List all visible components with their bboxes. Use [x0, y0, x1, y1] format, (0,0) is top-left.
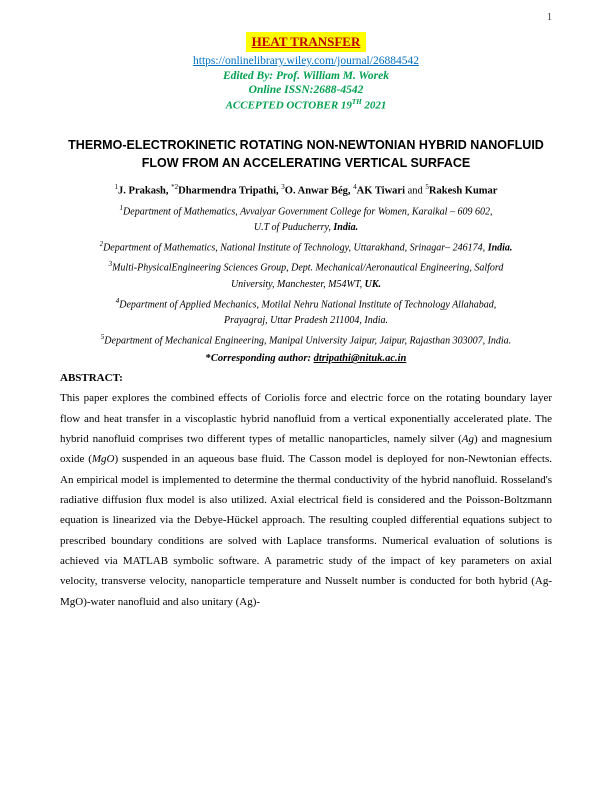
affil-text: Multi-PhysicalEngineering Sciences Group…: [112, 263, 503, 274]
accepted-prefix: ACCEPTED OCTOBER 19: [226, 100, 352, 112]
title-line-1: THERMO-ELECTROKINETIC ROTATING NON-NEWTO…: [68, 138, 544, 152]
corresponding-label: Corresponding author:: [211, 353, 314, 364]
journal-header: HEAT TRANSFER https://onlinelibrary.wile…: [60, 32, 552, 112]
accepted-sup: TH: [352, 98, 362, 106]
author-5: Rakesh Kumar: [429, 186, 498, 197]
issn-line: Online ISSN:2688-4542: [60, 84, 552, 96]
editor-line: Edited By: Prof. William M. Worek: [60, 70, 552, 82]
abstract-italic-mgo: MgO: [92, 453, 115, 465]
affil-text: Prayagraj, Uttar Pradesh 211004, India.: [224, 315, 388, 326]
author-4: AK Tiwari: [357, 186, 405, 197]
corresponding-email[interactable]: dtripathi@nituk.ac.in: [314, 353, 407, 364]
affil-text: Department of Mathematics, National Inst…: [103, 242, 488, 253]
affil-text: Department of Mathematics, Avvaiyar Gove…: [123, 206, 492, 217]
paper-title: THERMO-ELECTROKINETIC ROTATING NON-NEWTO…: [60, 136, 552, 174]
affil-text: Department of Mechanical Engineering, Ma…: [104, 335, 511, 346]
affiliation-5: 5Department of Mechanical Engineering, M…: [60, 332, 552, 349]
accepted-suffix: 2021: [362, 100, 387, 112]
abstract-text: ) suspended in an aqueous base fluid. Th…: [60, 453, 552, 607]
corresponding-author: *Corresponding author: dtripathi@nituk.a…: [60, 353, 552, 364]
author-1: J. Prakash,: [118, 186, 171, 197]
affil-country: India.: [333, 222, 358, 233]
and-separator: and: [405, 186, 425, 197]
affiliation-3: 3Multi-PhysicalEngineering Sciences Grou…: [60, 259, 552, 292]
affil-text: Department of Applied Mechanics, Motilal…: [119, 299, 496, 310]
abstract-body: This paper explores the combined effects…: [60, 388, 552, 612]
affil-country: UK.: [365, 279, 381, 290]
accepted-line: ACCEPTED OCTOBER 19TH 2021: [60, 98, 552, 112]
affil-country: India.: [488, 242, 513, 253]
author-2: Dharmendra Tripathi,: [178, 186, 281, 197]
journal-name: HEAT TRANSFER: [246, 32, 367, 52]
affiliation-4: 4Department of Applied Mechanics, Motila…: [60, 296, 552, 329]
affiliation-2: 2Department of Mathematics, National Ins…: [60, 239, 552, 256]
authors-line: 1J. Prakash, *2Dharmendra Tripathi, 3O. …: [60, 183, 552, 197]
abstract-heading: ABSTRACT:: [60, 372, 552, 384]
affil-text: U.T of Puducherry,: [254, 222, 334, 233]
page-number: 1: [547, 12, 552, 23]
abstract-italic-ag: Ag: [462, 433, 474, 445]
author-3: O. Anwar Bég,: [285, 186, 353, 197]
title-line-2: FLOW FROM AN ACCELERATING VERTICAL SURFA…: [142, 156, 470, 170]
affiliation-1: 1Department of Mathematics, Avvaiyar Gov…: [60, 203, 552, 236]
journal-link[interactable]: https://onlinelibrary.wiley.com/journal/…: [60, 55, 552, 67]
affil-text: University, Manchester, M54WT,: [231, 279, 365, 290]
